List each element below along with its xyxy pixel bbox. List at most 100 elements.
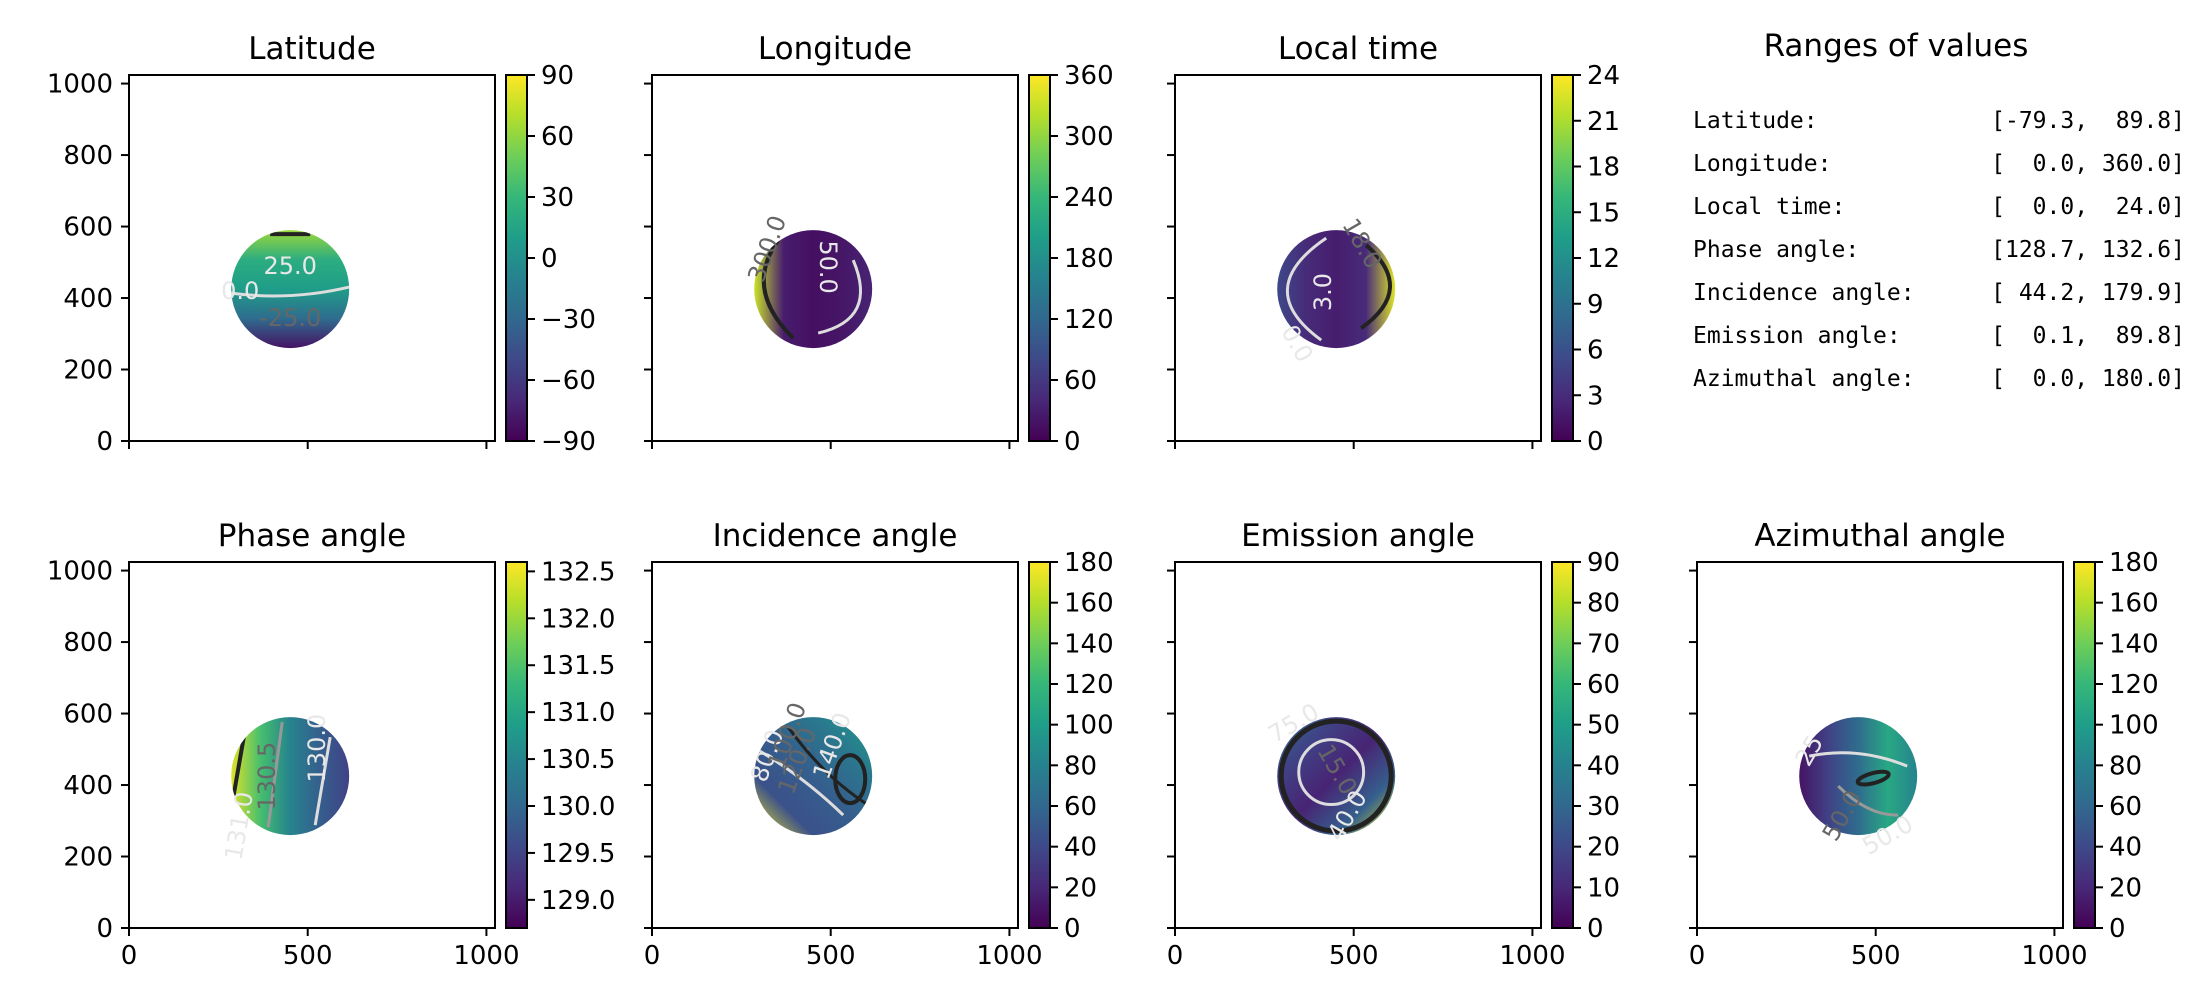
y-tick-label: 1000 — [47, 70, 113, 100]
colorbar-tick-label: 18 — [1587, 153, 1620, 183]
x-tick-label: 500 — [1851, 941, 1901, 971]
colorbar-tick-label: 80 — [1064, 751, 1097, 781]
axes-frame — [128, 74, 496, 442]
y-tick-label: 600 — [63, 213, 113, 243]
x-tick-label: 1000 — [976, 941, 1042, 971]
colorbar-tick-label: 0 — [1064, 427, 1081, 457]
y-tick-label: 200 — [63, 843, 113, 873]
colorbar-tick-label: 0 — [1064, 914, 1081, 944]
colorbar-tick-label: 80 — [2109, 751, 2142, 781]
range-row-incidence-angle: Incidence angle: [ 44.2, 179.9] — [1693, 280, 2193, 323]
colorbar-tick-label: 130.5 — [541, 745, 615, 775]
colorbar-tick-label: 10 — [1587, 873, 1620, 903]
colorbar-tick-label: 160 — [1064, 589, 1114, 619]
colorbar-tick-label: 60 — [1064, 366, 1097, 396]
contour-line — [231, 285, 350, 298]
colorbar-tick-label: 140 — [2109, 629, 2159, 659]
colorbar-tick-label: 50 — [1587, 711, 1620, 741]
range-value: [ 44.2, 179.9] — [1991, 280, 2185, 306]
colorbar-tick-label: 140 — [1064, 629, 1114, 659]
contour-group — [1278, 718, 1394, 834]
colorbar-tick-label: 180 — [2109, 548, 2159, 578]
colorbar-tick-label: 129.0 — [541, 886, 615, 916]
contour-line — [817, 259, 863, 335]
colorbar-tick-label: 131.5 — [541, 651, 615, 681]
range-value: [-79.3, 89.8] — [1991, 108, 2185, 134]
colorbar-tick-label: −90 — [541, 427, 596, 457]
colorbar-tick-label: −30 — [541, 305, 596, 335]
y-tick-label: 800 — [63, 628, 113, 658]
colorbar-tick-label: 30 — [1587, 792, 1620, 822]
x-tick-label: 1000 — [1499, 941, 1565, 971]
colorbar-tick-label: 0 — [2109, 914, 2126, 944]
contour-label: 50.0 — [814, 240, 842, 293]
colorbar — [1028, 74, 1051, 442]
colorbar — [505, 561, 528, 929]
colorbar-tick-label: 21 — [1587, 107, 1620, 137]
contour-group — [1808, 751, 1908, 817]
colorbar — [1551, 74, 1574, 442]
range-row-phase-angle: Phase angle: [128.7, 132.6] — [1693, 237, 2193, 280]
colorbar-tick-label: 15 — [1587, 198, 1620, 228]
colorbar-tick-label: 360 — [1064, 61, 1114, 91]
contour-line — [1808, 751, 1908, 768]
colorbar-tick-label: 130.0 — [541, 792, 615, 822]
range-row-longitude: Longitude: [ 0.0, 360.0] — [1693, 151, 2193, 194]
contour-group — [1285, 236, 1392, 342]
range-label: Longitude: — [1693, 151, 1832, 177]
contour-line — [313, 736, 332, 826]
colorbar-tick-label: 80 — [1587, 589, 1620, 619]
contour-line — [266, 721, 284, 828]
axes-frame — [651, 561, 1019, 929]
colorbar-tick-label: 40 — [1587, 751, 1620, 781]
contour-line — [1855, 769, 1891, 787]
colorbar-tick-label: 132.5 — [541, 557, 615, 587]
range-value: [ 0.0, 24.0] — [1991, 194, 2185, 220]
x-tick-label: 0 — [644, 941, 661, 971]
colorbar-tick-label: 132.0 — [541, 604, 615, 634]
range-label: Azimuthal angle: — [1693, 366, 1915, 392]
axes-frame — [651, 74, 1019, 442]
colorbar-tick-label: 9 — [1587, 290, 1604, 320]
x-tick-label: 500 — [1329, 941, 1379, 971]
planet-disk — [754, 230, 873, 349]
colorbar-tick-label: 120 — [2109, 670, 2159, 700]
range-label: Phase angle: — [1693, 237, 1860, 263]
panel-latitude: Latitude25.0-25.00.002004006008001000−90… — [47, 31, 596, 457]
colorbar-tick-label: 90 — [1587, 548, 1620, 578]
contour-label: -25.0 — [259, 304, 321, 332]
range-value: [128.7, 132.6] — [1991, 237, 2185, 263]
contour-line — [786, 726, 870, 807]
contour-group — [231, 232, 350, 298]
range-label: Local time: — [1693, 194, 1846, 220]
range-label: Emission angle: — [1693, 323, 1901, 349]
panel-title: Longitude — [758, 31, 912, 67]
range-row-azimuthal-angle: Azimuthal angle: [ 0.0, 180.0] — [1693, 366, 2193, 409]
contour-line — [1837, 785, 1899, 817]
y-tick-label: 1000 — [47, 557, 113, 587]
contour-label: 130.0 — [303, 714, 331, 783]
colorbar-tick-label: 20 — [2109, 873, 2142, 903]
planet-disk — [1277, 230, 1396, 349]
contour-label: 3.0 — [1309, 273, 1337, 311]
colorbar-tick-label: 24 — [1587, 61, 1620, 91]
contour-line — [1360, 243, 1392, 330]
planet-disk — [231, 230, 350, 349]
y-tick-label: 400 — [63, 771, 113, 801]
colorbar — [1551, 561, 1574, 929]
colorbar-tick-label: 131.0 — [541, 698, 615, 728]
x-tick-label: 0 — [1689, 941, 1706, 971]
contour-label: 0.0 — [221, 277, 259, 305]
x-tick-label: 0 — [121, 941, 138, 971]
planet-disk — [1277, 717, 1396, 836]
contour-label: 130.5 — [253, 742, 281, 811]
contour-line — [754, 745, 845, 817]
colorbar-tick-label: 160 — [2109, 589, 2159, 619]
range-value: [ 0.0, 360.0] — [1991, 151, 2185, 177]
colorbar-tick-label: 180 — [1064, 548, 1114, 578]
